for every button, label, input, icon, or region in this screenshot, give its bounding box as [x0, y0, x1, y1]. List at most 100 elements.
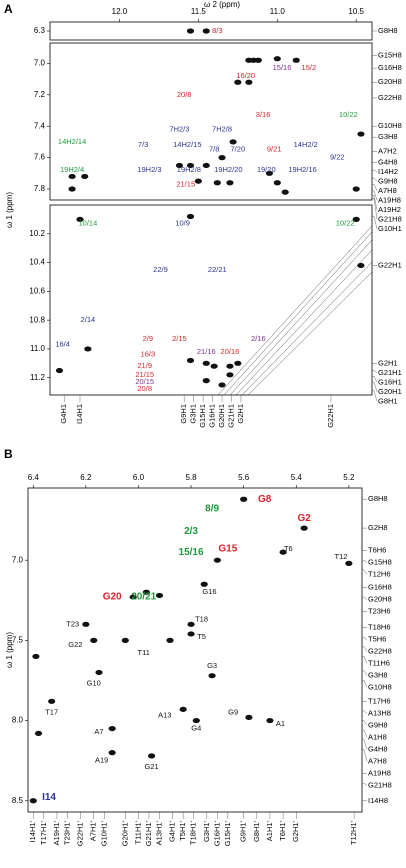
label-leader [362, 680, 368, 688]
peak-assignment: G21H1 [227, 404, 236, 428]
peak-assignment: G9H8 [368, 720, 388, 729]
peak-assignment: G2H8 [368, 523, 388, 532]
crosspeak-label: 21/15 [176, 179, 195, 188]
x-tick-label: 5.6 [238, 473, 250, 482]
crosspeak-label: 16/4 [55, 340, 70, 349]
crosspeak-label: 7/8 [209, 145, 219, 154]
cross-peak [142, 589, 150, 595]
peak-assignment: A13H8 [368, 708, 391, 717]
cross-peak [186, 213, 195, 220]
peak-assignment: G21H8 [378, 214, 402, 223]
crosspeak-label: A13 [158, 711, 171, 720]
y-tick-label: 7.0 [12, 555, 24, 564]
label-leader [372, 177, 378, 182]
crosspeak-label: G9 [228, 708, 238, 717]
label-leader [362, 729, 368, 738]
cross-peak [229, 139, 237, 145]
crosspeak-label: 19H2/4 [60, 165, 84, 174]
crosspeak-label: 14H2/15 [173, 140, 201, 149]
crosspeak-label: 10/14 [78, 219, 97, 228]
crosspeak-label: 9/22 [330, 153, 345, 162]
peak-assignment: G4H8 [368, 744, 388, 753]
cross-peak [108, 750, 116, 756]
peak-assignment: G20H1' [120, 820, 129, 846]
crosspeak-label: 7/3 [138, 140, 148, 149]
cross-peak [84, 346, 92, 352]
y-tick-label: 8.5 [12, 796, 24, 805]
cross-peak [254, 57, 262, 63]
peak-assignment: A19H2 [378, 205, 401, 214]
x-tick-label: 6.2 [80, 473, 92, 482]
crosspeak-label: 10/9 [175, 219, 190, 228]
cross-peak [218, 382, 226, 388]
cross-peak [245, 79, 253, 85]
cross-peak [95, 669, 103, 676]
peak-assignment: T5H1' [178, 820, 187, 840]
crosspeak-label: 19H2/8 [177, 165, 201, 174]
cross-peak [226, 180, 234, 186]
crosspeak-label: 2/9 [143, 334, 153, 343]
crosspeak-label: G15 [218, 544, 237, 555]
cross-peak [48, 698, 56, 704]
label-leader [362, 739, 368, 750]
y-tick-label: 11.2 [30, 373, 46, 382]
label-leader [372, 390, 378, 402]
crosspeak-label: A19 [95, 756, 108, 765]
peak-assignment: G8H1' [252, 820, 261, 842]
panel-label: B [4, 447, 13, 461]
cross-peak [273, 180, 281, 186]
peak-assignment: G16H1 [378, 377, 402, 386]
peak-assignment: G20H1 [217, 404, 226, 428]
peak-assignment: G20H8 [378, 77, 402, 86]
crosspeak-label: T11 [138, 648, 150, 657]
label-leader [372, 198, 378, 220]
crosspeak-label: T6 [284, 544, 293, 553]
peak-assignment: T17H1' [39, 820, 48, 845]
peak-assignment: G20H1 [378, 387, 402, 396]
cross-peak [265, 170, 274, 176]
crosspeak-label: A7 [94, 727, 103, 736]
peak-assignment: A19H1' [52, 820, 61, 845]
peak-assignment: G10H1' [99, 820, 108, 846]
plot-frame [27, 487, 363, 813]
cross-peak [192, 717, 200, 724]
peak-assignment: G8H8 [368, 494, 388, 503]
cross-peak [129, 594, 137, 600]
label-leader [362, 636, 368, 640]
peak-assignment: G21H8 [368, 780, 392, 789]
peak-assignment: G3H1' [202, 820, 211, 842]
cross-peak [186, 162, 195, 169]
crosspeak-label: T23 [66, 619, 79, 628]
peak-assignment: I14H1 [75, 404, 84, 424]
crosspeak-label: T12 [334, 552, 347, 561]
label-leader [372, 169, 378, 172]
peak-assignment: I14H2 [378, 167, 398, 176]
cross-peak [68, 186, 76, 192]
peak-assignment: G8H1 [378, 396, 398, 405]
y-tick-label: 7.6 [34, 153, 46, 162]
peak-assignment: G4H8 [378, 157, 398, 166]
crosspeak-label: 20/16 [221, 347, 240, 356]
x-tick-label: 11.0 [270, 7, 286, 16]
peak-assignment: T18H6 [368, 623, 391, 632]
y-tick-label: 10.8 [29, 315, 45, 324]
peak-assignment: G16H1 [208, 404, 217, 428]
peak-assignment: G10H1 [378, 224, 402, 233]
cross-peak [202, 378, 210, 384]
peak-assignment: A19H8 [378, 195, 401, 204]
y-axis-title: ω 1 (ppm) [5, 192, 14, 228]
label-leader [362, 782, 368, 786]
crosspeak-label: 21/9 [137, 361, 152, 370]
cross-peak [34, 730, 43, 737]
crosspeak-label: 16/20 [236, 71, 255, 80]
crosspeak-label: 14H2/2 [294, 140, 318, 149]
label-leader [362, 569, 368, 575]
peak-assignment: G15H8 [368, 558, 392, 567]
cross-peak [213, 180, 221, 186]
crosspeak-label: 21/15 [135, 370, 154, 379]
cross-peak [68, 173, 76, 180]
peak-assignment: G3H8 [368, 671, 388, 680]
peak-assignment: G15H1' [223, 820, 232, 846]
peak-assignment: G10H8 [368, 683, 392, 692]
